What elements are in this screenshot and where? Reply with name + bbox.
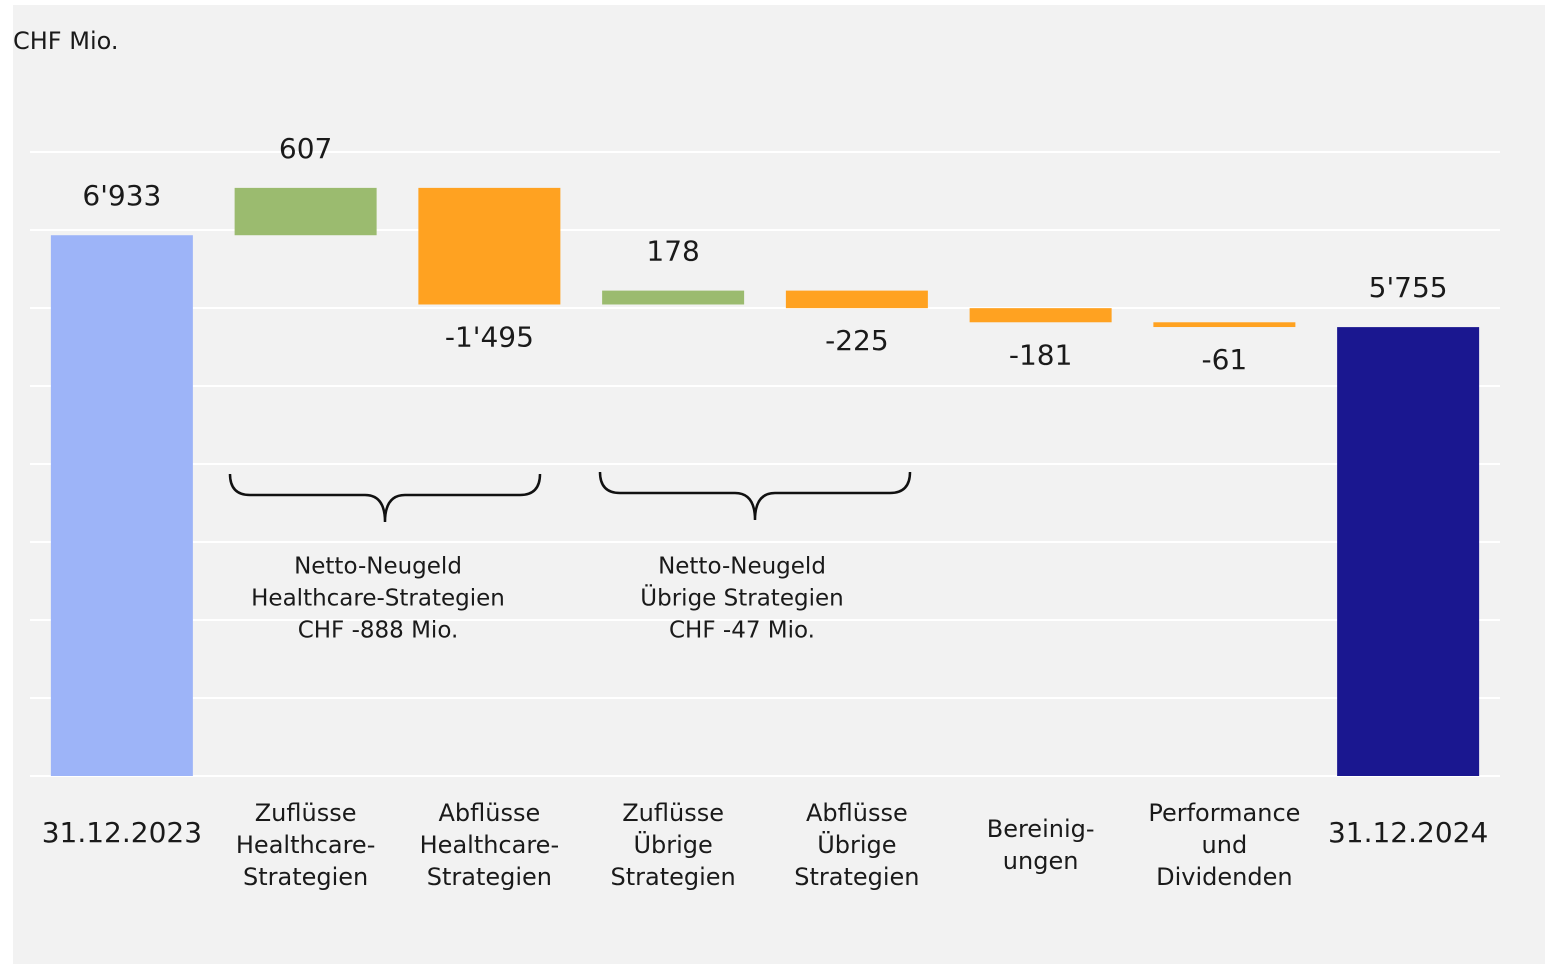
annotation: Netto-Neugeld xyxy=(658,554,826,580)
value-label: -225 xyxy=(825,324,889,357)
value-label: -61 xyxy=(1202,343,1248,376)
x-tick-label: Zuflüsse xyxy=(255,799,357,827)
x-tick-label: Strategien xyxy=(610,863,735,891)
x-tick-label: Performance xyxy=(1148,799,1300,827)
x-tick-label: Abflüsse xyxy=(438,799,540,827)
value-label: 5'755 xyxy=(1369,271,1448,304)
value-label: 607 xyxy=(279,132,332,165)
x-tick-label: Strategien xyxy=(794,863,919,891)
value-label: -1'495 xyxy=(445,320,534,353)
bar xyxy=(602,290,745,305)
bar xyxy=(1153,322,1296,328)
x-tick-label: Dividenden xyxy=(1156,863,1292,891)
x-tick-label: Abflüsse xyxy=(806,799,908,827)
unit-label: CHF Mio. xyxy=(13,27,119,55)
brace xyxy=(228,473,542,523)
x-tick-label: ungen xyxy=(1003,847,1079,875)
bar xyxy=(234,187,377,236)
x-tick-label: 31.12.2023 xyxy=(42,816,202,849)
value-label: 178 xyxy=(646,235,699,268)
annotation: CHF -47 Mio. xyxy=(669,618,815,644)
grid xyxy=(30,151,1500,777)
x-tick-label: Zuflüsse xyxy=(622,799,724,827)
value-label: -181 xyxy=(1009,338,1073,371)
brace xyxy=(598,471,912,521)
annotation: Healthcare-Strategien xyxy=(251,586,505,612)
annotation: CHF -888 Mio. xyxy=(298,618,459,644)
annotation: Netto-Neugeld xyxy=(294,554,462,580)
bar xyxy=(969,308,1112,323)
bar xyxy=(1337,327,1480,776)
x-tick-label: 31.12.2024 xyxy=(1328,816,1488,849)
x-tick-label: Übrige xyxy=(633,830,712,859)
x-tick-label: Healthcare- xyxy=(236,831,375,859)
x-tick-label: Strategien xyxy=(427,863,552,891)
x-tick-label: Bereinig- xyxy=(987,815,1095,843)
value-label: 6'933 xyxy=(82,179,161,212)
x-tick-label: Übrige xyxy=(817,830,896,859)
x-tick-label: Strategien xyxy=(243,863,368,891)
x-tick-label: und xyxy=(1202,831,1248,859)
chart-background xyxy=(13,5,1545,964)
annotation: Übrige Strategien xyxy=(640,584,843,612)
bar xyxy=(50,235,193,776)
x-tick-label: Healthcare- xyxy=(420,831,559,859)
bar xyxy=(785,290,928,309)
bar xyxy=(418,187,561,305)
